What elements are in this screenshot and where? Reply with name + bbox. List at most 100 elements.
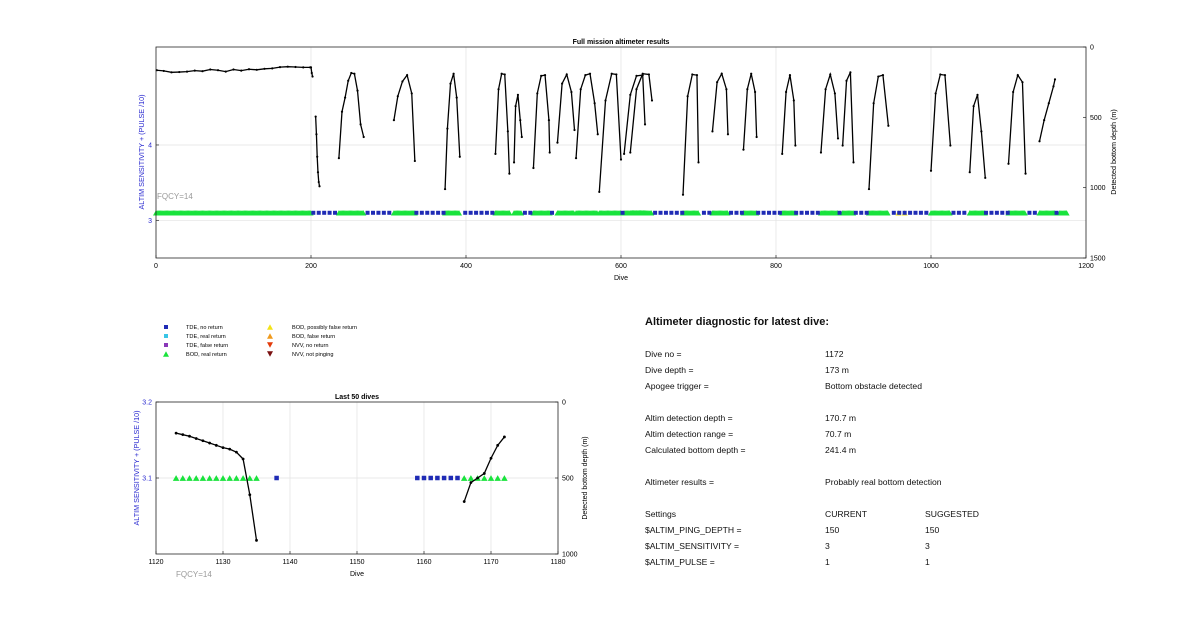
bod-real-marker xyxy=(460,475,468,481)
bod-real-marker xyxy=(219,475,227,481)
depth-point xyxy=(792,99,795,102)
depth-point xyxy=(615,73,618,76)
settings-label: Settings xyxy=(645,509,677,519)
depth-point xyxy=(508,172,511,175)
tde-no-return-marker xyxy=(316,210,321,215)
depth-point xyxy=(455,96,458,99)
calculated-depth-value: 241.4 m xyxy=(825,445,857,455)
depth-point xyxy=(943,74,947,77)
depth-point xyxy=(209,68,212,71)
depth-point xyxy=(841,144,844,147)
tde-no-return-marker xyxy=(984,210,989,215)
x-tick-label: 1200 xyxy=(1078,263,1094,270)
depth-point xyxy=(309,66,313,69)
depth-point xyxy=(449,82,452,85)
tde-no-return-marker xyxy=(924,210,929,215)
tde-no-return-marker xyxy=(365,210,370,215)
right-tick-label: 0 xyxy=(562,400,566,407)
depth-point xyxy=(829,73,832,76)
top-chart-x-ticks: 0 200 400 600 800 1000 1200 xyxy=(154,255,1094,270)
tde-no-return-marker xyxy=(891,210,896,215)
depth-point xyxy=(629,93,632,96)
depth-point xyxy=(686,95,689,98)
depth-point xyxy=(1043,119,1046,122)
tde-no-return-marker xyxy=(371,210,375,215)
depth-point xyxy=(482,472,486,475)
right-tick-label: 1000 xyxy=(1090,185,1106,192)
depth-point xyxy=(503,73,506,76)
pulse-suggested: 1 xyxy=(925,557,930,567)
depth-point xyxy=(353,72,356,75)
x-tick-label: 600 xyxy=(615,263,627,270)
depth-point xyxy=(224,70,227,73)
depth-point xyxy=(561,82,564,85)
tde-no-return-marker xyxy=(756,210,761,215)
tde-no-return-marker xyxy=(419,210,424,215)
dive-depth-label: Dive depth = xyxy=(645,365,694,375)
bottom-chart-bod-markers xyxy=(172,475,508,481)
tde-no-return-marker xyxy=(448,475,454,481)
depth-point xyxy=(248,493,252,497)
tde-no-return-marker xyxy=(734,210,739,215)
depth-point xyxy=(208,441,212,445)
bod-real-marker xyxy=(481,475,488,481)
depth-series-line xyxy=(393,73,416,161)
tde-no-return-marker xyxy=(799,210,804,215)
depth-point xyxy=(574,157,578,160)
depth-point xyxy=(641,72,644,75)
tde-no-return-marker xyxy=(414,210,419,215)
depth-point xyxy=(469,481,473,484)
depth-point xyxy=(503,435,506,439)
legend-marker-triangle xyxy=(267,342,273,348)
tde-no-return-marker xyxy=(333,210,338,215)
depth-point xyxy=(845,79,848,82)
legend-marker-square xyxy=(164,325,168,329)
depth-point xyxy=(750,72,753,75)
tde-no-return-marker xyxy=(441,210,446,215)
depth-point xyxy=(650,99,654,102)
tde-no-return-marker xyxy=(853,210,858,215)
tde-no-return-marker xyxy=(430,210,435,215)
depth-point xyxy=(610,72,613,75)
x-tick-label: 800 xyxy=(770,263,782,270)
top-chart-left-ticks: 34 xyxy=(148,142,159,225)
depth-point xyxy=(413,159,416,163)
pulse-current: 1 xyxy=(825,557,830,567)
depth-point xyxy=(877,75,880,78)
legend-label: BOD, false return xyxy=(292,334,335,340)
bottom-chart-xlabel: Dive xyxy=(350,571,364,578)
depth-point xyxy=(934,92,937,95)
depth-point xyxy=(887,124,890,127)
bottom-chart-tde-markers xyxy=(274,475,460,481)
depth-point xyxy=(344,96,347,99)
depth-series-line xyxy=(494,72,511,174)
bod-real-marker xyxy=(494,475,501,481)
depth-point xyxy=(929,169,933,172)
bod-real-marker xyxy=(695,210,702,216)
depth-point xyxy=(1047,102,1050,105)
depth-point xyxy=(316,171,320,174)
top-chart-tde-markers xyxy=(311,210,1059,215)
depth-point xyxy=(271,67,274,70)
depth-point xyxy=(836,137,840,140)
tde-no-return-marker xyxy=(528,210,533,215)
x-tick-label: 200 xyxy=(305,263,317,270)
tde-no-return-marker xyxy=(435,475,440,481)
depth-point xyxy=(1021,81,1024,84)
depth-point xyxy=(872,102,875,105)
tde-no-return-marker xyxy=(663,210,668,215)
depth-point xyxy=(316,155,319,158)
depth-point xyxy=(337,157,340,160)
tde-no-return-marker xyxy=(1027,210,1032,215)
x-tick-label: 1180 xyxy=(550,559,565,566)
bod-real-marker xyxy=(1021,210,1028,216)
depth-point xyxy=(849,71,852,74)
altimeter-results-label: Altimeter results = xyxy=(645,477,715,487)
depth-point xyxy=(278,66,282,69)
depth-point xyxy=(247,68,251,71)
depth-point xyxy=(263,67,266,70)
depth-point xyxy=(311,75,314,78)
depth-point xyxy=(350,71,353,75)
depth-point xyxy=(214,443,218,447)
depth-point xyxy=(755,135,758,139)
